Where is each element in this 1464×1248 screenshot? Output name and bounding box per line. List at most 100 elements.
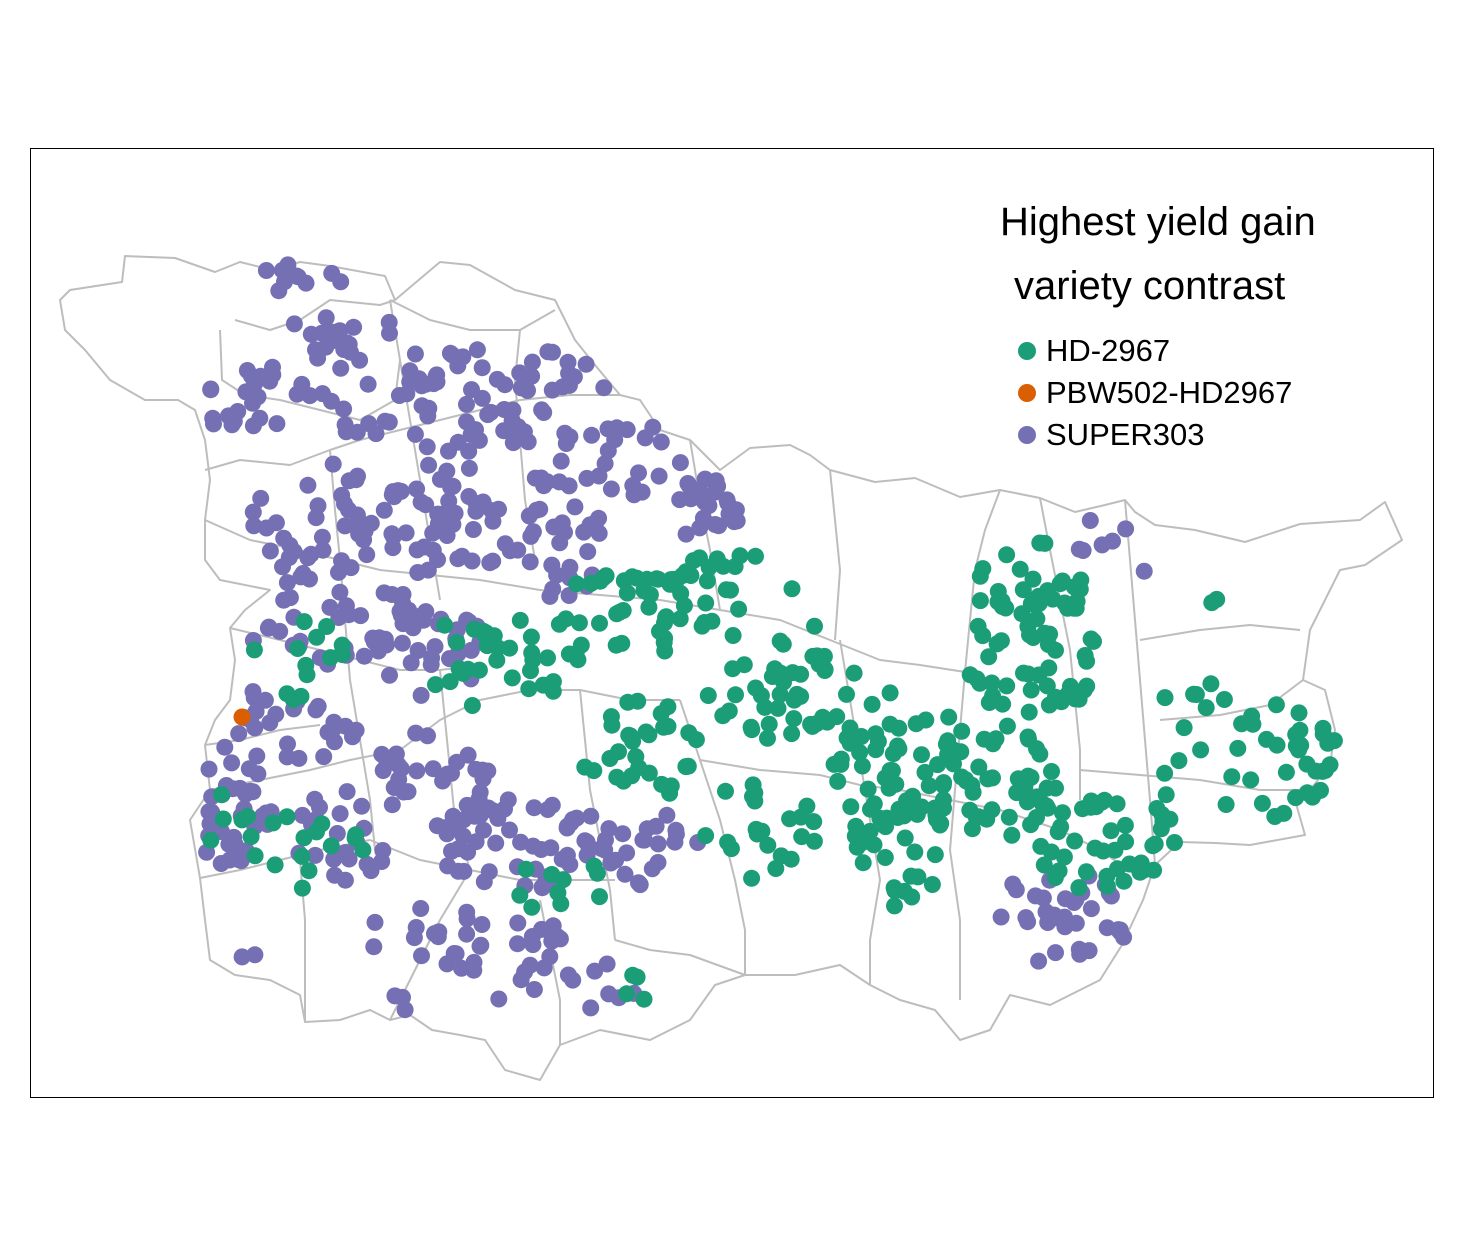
point-super303 [526,469,544,487]
point-super303 [232,852,250,870]
point-hd2967 [591,888,608,906]
point-super303 [462,641,480,659]
point-super303 [426,638,444,656]
point-super303 [579,543,597,561]
point-hd2967 [781,810,799,828]
point-hd2967 [1039,799,1057,817]
point-super303 [223,754,241,772]
point-super303 [301,387,319,405]
point-hd2967 [939,746,957,763]
point-super303 [468,341,486,359]
point-super303 [463,552,481,570]
point-super303 [650,467,668,485]
point-hd2967 [245,641,263,659]
point-hd2967 [988,635,1006,653]
point-super303 [359,375,377,393]
point-hd2967 [567,645,585,663]
point-hd2967 [1287,737,1305,755]
point-hd2967 [1009,770,1027,788]
point-hd2967 [862,800,879,818]
point-hd2967 [588,864,606,882]
point-hd2967 [854,833,872,851]
point-hd2967 [1185,685,1203,703]
point-hd2967 [1031,745,1049,763]
point-hd2967 [714,707,732,725]
point-hd2967 [687,731,705,749]
point-super303 [677,525,695,543]
point-hd2967 [1223,768,1241,786]
point-super303 [353,797,371,815]
point-super303 [598,955,616,973]
point-super303 [270,282,288,300]
point-hd2967 [618,584,636,602]
point-hd2967 [1229,739,1247,757]
point-hd2967 [1243,707,1261,725]
point-hd2967 [1175,719,1193,737]
point-hd2967 [783,580,801,598]
point-super303 [338,783,356,801]
point-hd2967 [1086,839,1104,857]
point-super303 [556,424,574,442]
point-hd2967 [969,617,987,635]
point-hd2967 [1312,781,1329,799]
point-super303 [446,504,464,522]
point-hd2967 [774,635,792,653]
point-hd2967 [953,722,971,740]
point-hd2967 [655,718,673,736]
point-hd2967 [264,814,282,832]
point-super303 [644,418,662,436]
point-hd2967 [517,860,535,878]
point-hd2967 [628,968,646,986]
point-super303 [671,454,689,472]
point-super303 [337,844,355,861]
point-super303 [691,519,709,537]
point-hd2967 [841,719,859,737]
legend-key-hd2967 [1018,342,1036,360]
point-super303 [358,855,376,873]
point-super303 [501,821,518,839]
point-hd2967 [441,673,459,691]
point-hd2967 [1268,736,1286,754]
point-super303 [521,553,539,571]
point-super303 [458,910,476,928]
point-hd2967 [1070,879,1088,897]
point-super303 [458,395,475,413]
point-hd2967 [747,547,764,565]
point-super303 [358,546,376,564]
point-super303 [445,945,463,962]
point-hd2967 [597,567,615,585]
point-hd2967 [1106,841,1124,859]
point-hd2967 [1052,693,1070,711]
point-super303 [380,413,398,431]
point-hd2967 [1275,804,1293,822]
point-hd2967 [806,617,823,635]
point-super303 [597,831,614,849]
point-super303 [473,916,491,933]
point-hd2967 [854,854,872,872]
point-super303 [333,486,351,504]
point-hd2967 [980,694,998,711]
point-hd2967 [1116,816,1134,834]
point-hd2967 [1325,732,1343,750]
point-hd2967 [608,768,626,786]
point-super303 [249,765,267,783]
point-hd2967 [867,725,885,743]
point-hd2967 [717,782,734,800]
point-hd2967 [896,829,914,847]
point-super303 [438,462,456,480]
point-super303 [252,489,270,507]
point-super303 [533,878,551,896]
point-hd2967 [1146,835,1164,853]
point-super303 [418,438,436,456]
point-super303 [583,426,601,444]
point-super303 [587,513,605,531]
point-super303 [475,821,492,839]
point-super303 [471,937,489,955]
point-hd2967 [427,676,444,694]
point-super303 [313,528,331,546]
point-hd2967 [649,570,667,588]
point-hd2967 [298,666,316,684]
point-super303 [509,914,527,932]
point-super303 [625,486,643,504]
point-super303 [635,831,653,849]
